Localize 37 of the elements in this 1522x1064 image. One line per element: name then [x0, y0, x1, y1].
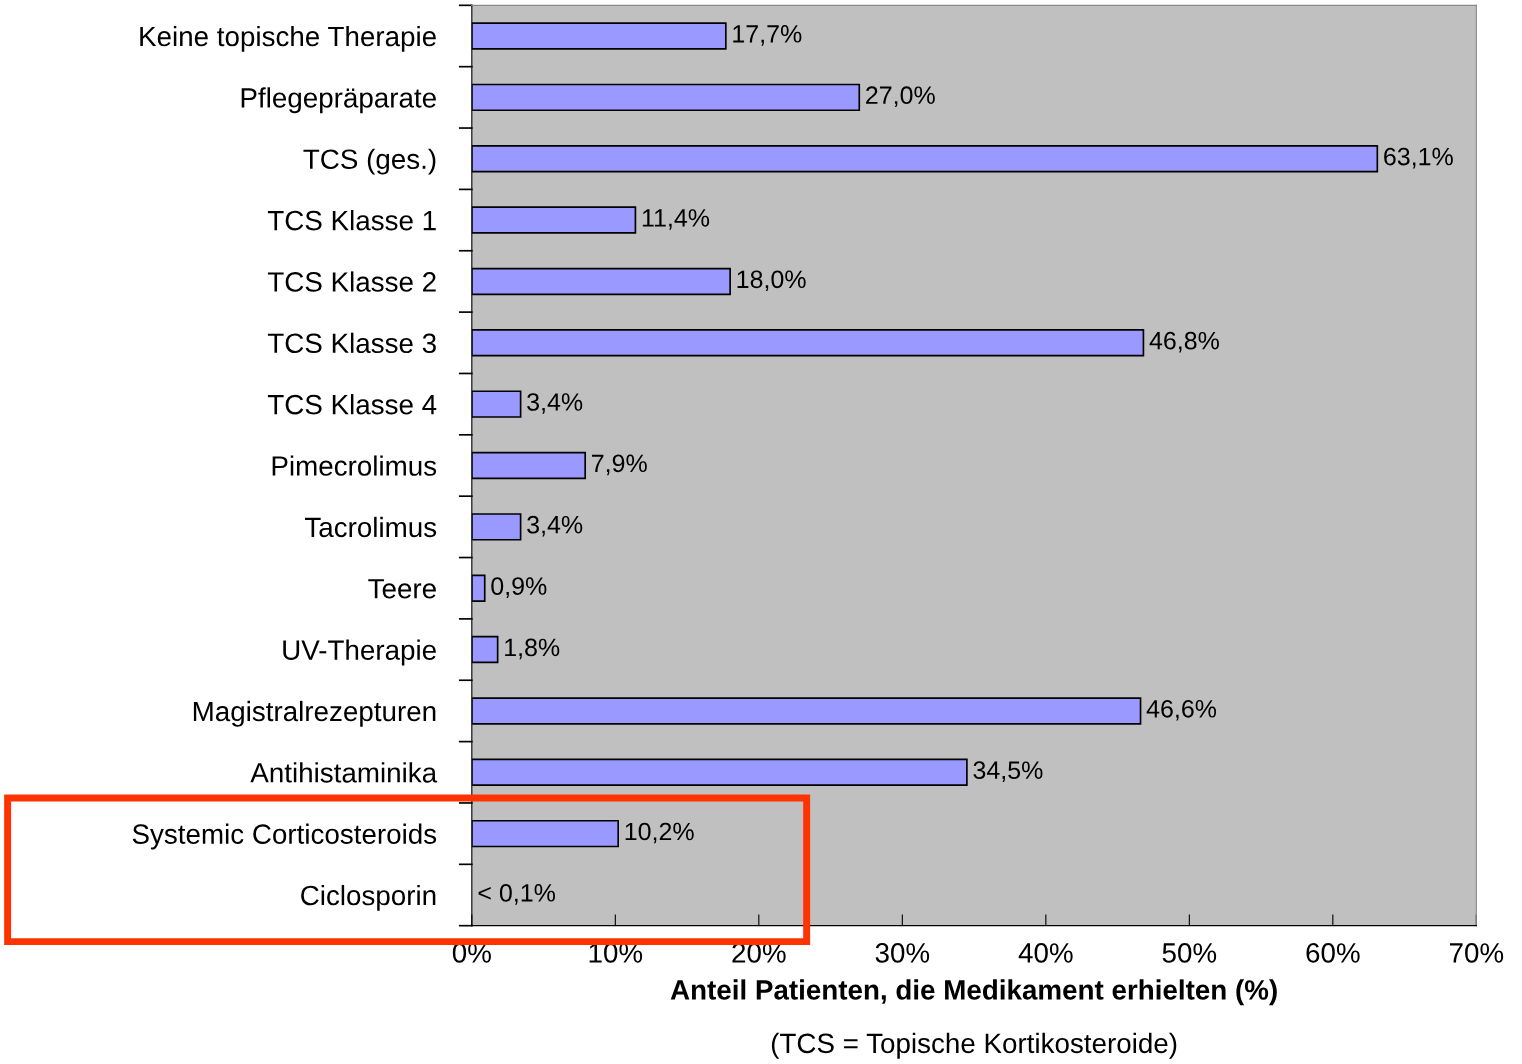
y-tick-label: Pimecrolimus — [272, 455, 437, 476]
y-tick-label: Pflegepräparate — [241, 87, 436, 114]
data-label: < 0,1% — [478, 884, 556, 905]
data-label: 34,5% — [973, 761, 1043, 782]
data-label: 27,0% — [866, 86, 935, 108]
y-tick-label: Keine topische Therapie — [140, 25, 436, 52]
data-label: 3,4% — [527, 515, 583, 537]
x-tick-label: 70% — [1449, 943, 1504, 963]
y-tick-label: TCS Klasse 1 — [267, 210, 436, 231]
data-label: 18,0% — [737, 270, 806, 292]
data-label: 0,9% — [491, 577, 547, 598]
y-tick-label: Tacrolimus — [305, 516, 437, 538]
data-label: 46,8% — [1149, 331, 1219, 353]
data-label: 3,4% — [527, 393, 583, 414]
y-tick-label: TCS Klasse 3 — [267, 332, 436, 354]
text: (TCS = Topische Kortikosteroide) — [771, 1032, 1177, 1059]
y-tick-label: UV-Therapie — [283, 639, 436, 666]
y-tick-label: TCS Klasse 4 — [267, 394, 437, 415]
x-tick-label: 60% — [1306, 943, 1360, 963]
data-label: 10,2% — [625, 822, 694, 844]
y-tick-label: Systemic Corticosteroids — [132, 823, 437, 850]
data-label: 11,4% — [642, 209, 710, 230]
y-tick-label: Antihistaminika — [250, 762, 438, 783]
y-tick-label: TCS Klasse 2 — [267, 271, 436, 292]
y-tick-label: Magistralrezepturen — [193, 700, 436, 727]
y-tick-label: Ciclosporin — [301, 884, 436, 911]
data-label: 63,1% — [1384, 147, 1453, 169]
x-axis-title: Anteil Patienten, die Medikament erhielten (%) — [670, 979, 1277, 1006]
x-tick-label: 40% — [1018, 943, 1073, 963]
data-label: 1,8% — [505, 638, 560, 660]
x-tick-label: 30% — [875, 943, 930, 963]
data-label: 17,7% — [733, 25, 802, 46]
y-tick-label: TCS (ges.) — [303, 148, 436, 175]
data-label: 46,6% — [1146, 699, 1217, 721]
data-label: 7,9% — [592, 454, 647, 476]
y-tick-label: Teere — [368, 579, 436, 599]
x-tick-label: 50% — [1162, 943, 1217, 963]
